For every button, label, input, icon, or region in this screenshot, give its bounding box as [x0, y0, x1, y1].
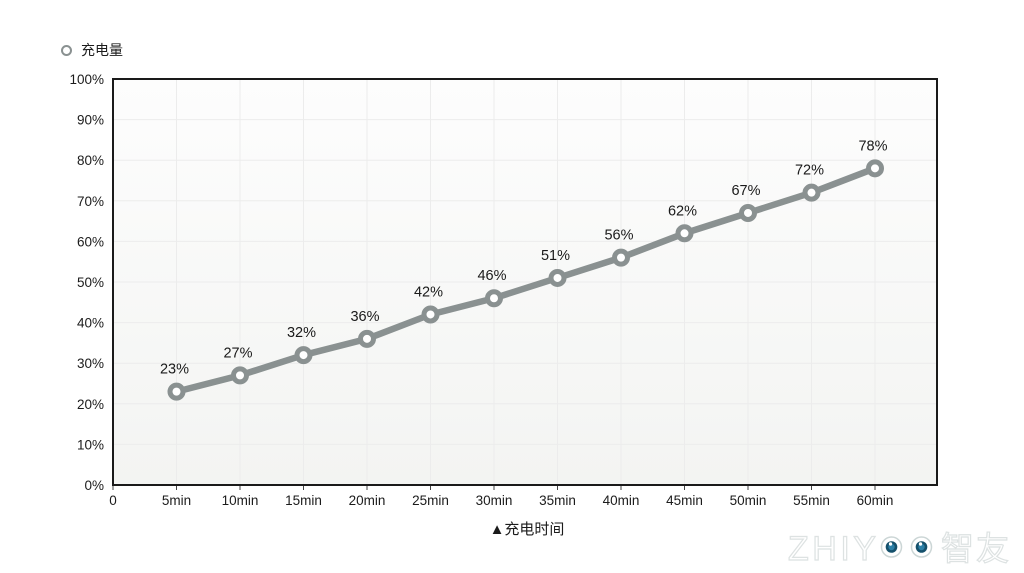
- data-point-label: 51%: [541, 248, 570, 264]
- watermark-eye-icon: [880, 536, 903, 558]
- data-point-marker: [294, 346, 313, 365]
- y-tick-label: 70%: [77, 194, 104, 209]
- y-tick-label: 80%: [77, 153, 104, 168]
- data-point-marker: [802, 183, 821, 202]
- x-tick-label: 10min: [222, 493, 259, 508]
- plot-border: [112, 78, 938, 486]
- x-tick-label: 30min: [476, 493, 513, 508]
- x-tick-label: 20min: [349, 493, 386, 508]
- x-tick-label: 45min: [666, 493, 703, 508]
- y-tick-label: 60%: [77, 234, 104, 249]
- tick-layer: [112, 486, 876, 490]
- y-tick-label: 50%: [77, 275, 104, 290]
- x-tick-label: 25min: [412, 493, 449, 508]
- y-tick-label: 30%: [77, 356, 104, 371]
- data-point-marker: [866, 159, 884, 178]
- legend-circle-icon: [61, 44, 72, 56]
- data-point-label: 67%: [731, 183, 760, 199]
- y-tick-label: 100%: [69, 72, 104, 87]
- data-point-label: 72%: [795, 163, 824, 179]
- y-tick-label: 40%: [77, 316, 104, 331]
- data-point-marker: [548, 268, 567, 287]
- axis-label-layer: 0% 10% 20% 30% 40% 50% 60% 70% 80% 90% 100% 0 5min 10…: [69, 72, 893, 508]
- data-point-marker: [675, 224, 694, 243]
- data-point-label: 62%: [668, 203, 697, 219]
- y-tick-label: 10%: [77, 437, 104, 452]
- series-layer: 23% 27% 32% 36% 42% 46% 51% 56% 62% 67% 72% 78%: [160, 138, 888, 401]
- data-point-label: 23%: [160, 362, 189, 378]
- data-point-label: 27%: [223, 345, 252, 361]
- data-point-marker: [485, 289, 503, 308]
- data-point-label: 46%: [477, 268, 506, 284]
- x-axis-title: ▲充电时间: [490, 521, 565, 538]
- data-point-marker: [358, 329, 376, 348]
- y-tick-label: 20%: [77, 397, 104, 412]
- data-point-marker: [612, 248, 630, 267]
- data-point-marker: [231, 366, 249, 385]
- data-point-label: 32%: [287, 325, 316, 341]
- data-point-label: 42%: [414, 284, 443, 300]
- watermark-text-zhiy: ZHIY: [788, 530, 879, 568]
- data-point-label: 78%: [858, 138, 887, 154]
- x-tick-label: 60min: [857, 493, 894, 508]
- series-line: [173, 165, 879, 395]
- data-point-marker: [421, 305, 440, 324]
- data-point-marker: [167, 382, 186, 401]
- data-point-label: 56%: [604, 228, 633, 244]
- zhiyoo-watermark: ZHIY 智友: [787, 529, 1011, 568]
- y-tick-label: 0%: [84, 478, 104, 493]
- grid-layer: [113, 79, 937, 485]
- watermark-text-zhiyou: 智友: [941, 530, 1011, 567]
- data-point-marker: [739, 203, 757, 222]
- watermark-eye-icon: [910, 536, 933, 558]
- y-tick-label: 90%: [77, 113, 104, 128]
- x-tick-label: 50min: [730, 493, 767, 508]
- chart-legend: 充电量: [61, 40, 123, 60]
- x-tick-label: 5min: [162, 493, 191, 508]
- x-tick-label: 40min: [603, 493, 640, 508]
- x-tick-label: 0: [109, 493, 117, 508]
- legend-label: 充电量: [81, 42, 123, 58]
- x-tick-label: 35min: [539, 493, 576, 508]
- x-tick-label: 55min: [793, 493, 830, 508]
- x-tick-label: 15min: [285, 493, 322, 508]
- data-point-label: 36%: [350, 309, 379, 325]
